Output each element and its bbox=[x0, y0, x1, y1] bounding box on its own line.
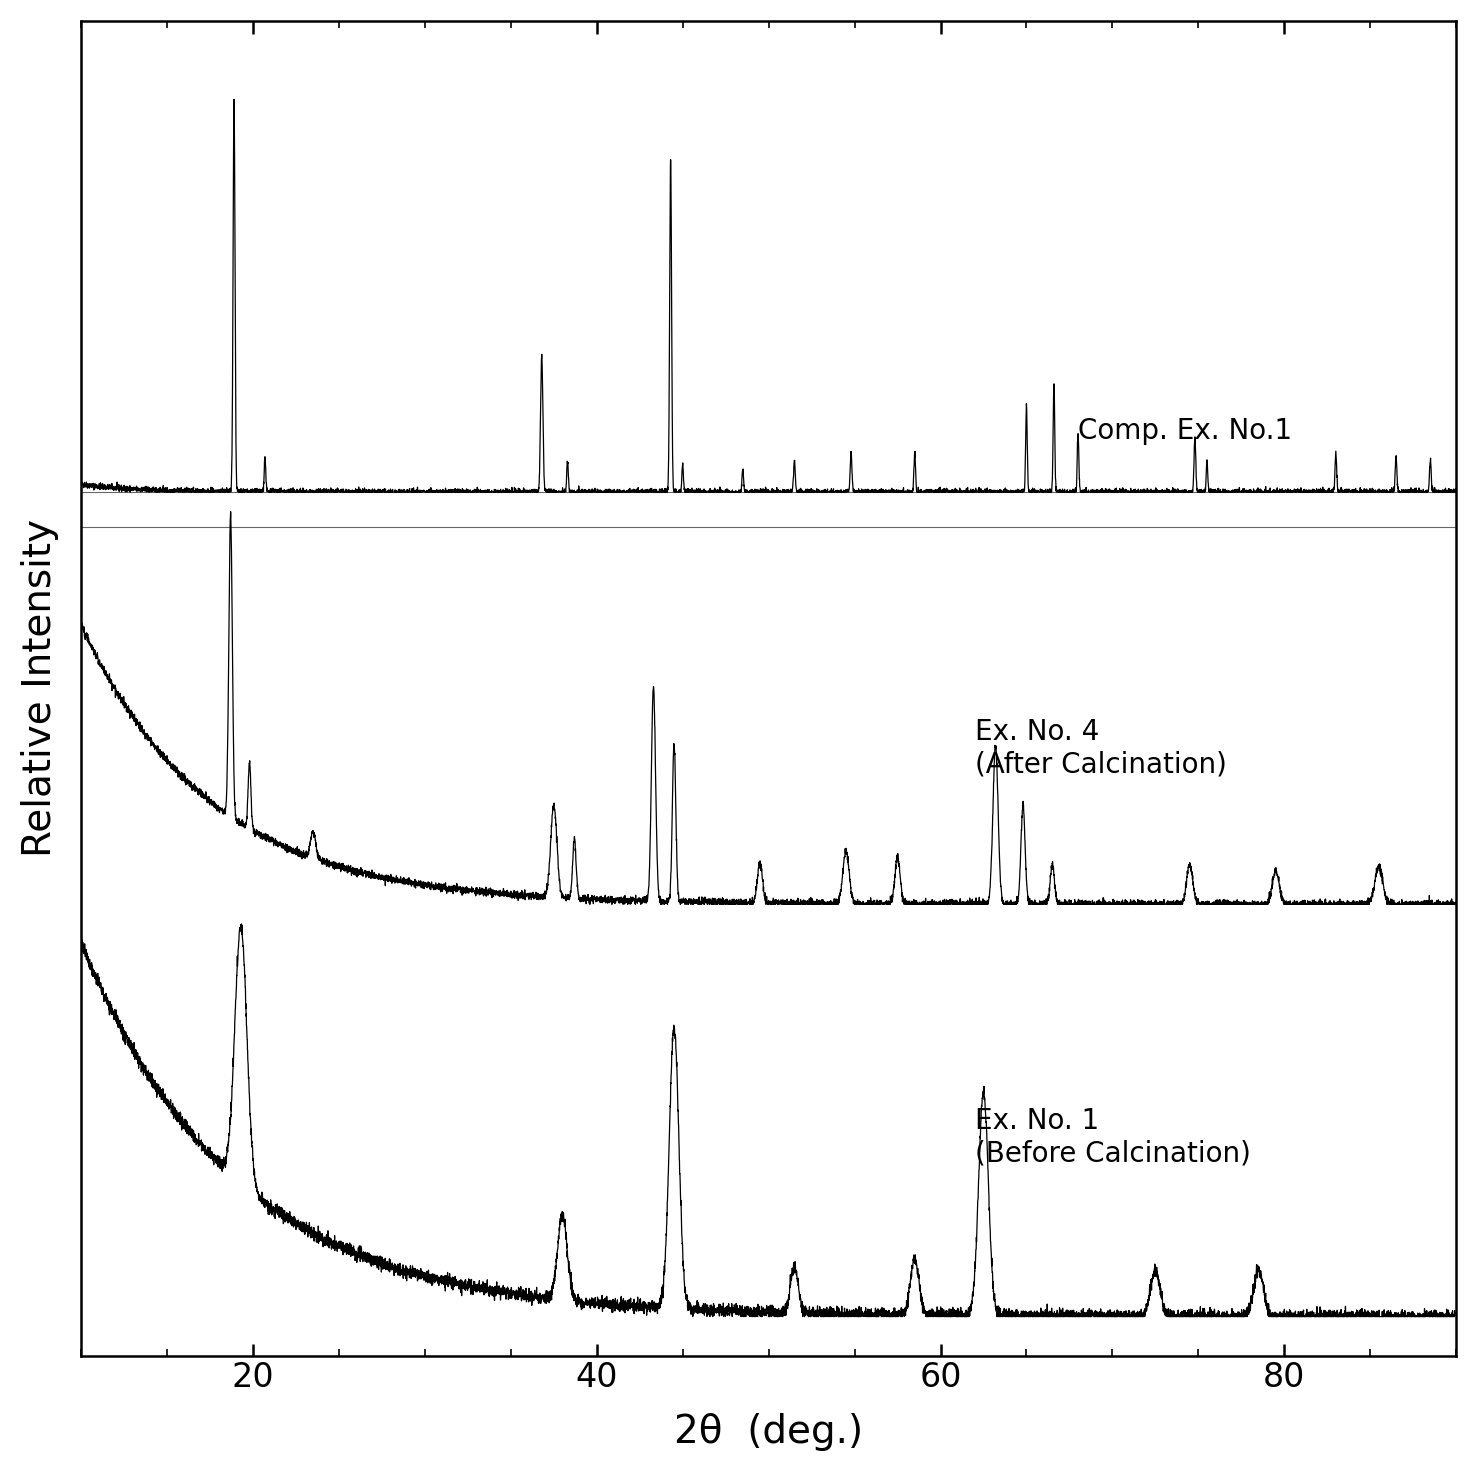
X-axis label: 2θ  (deg.): 2θ (deg.) bbox=[674, 1413, 863, 1451]
Text: Ex. No. 4
(After Calcination): Ex. No. 4 (After Calcination) bbox=[975, 718, 1227, 779]
Text: Ex. No. 1
(Before Calcination): Ex. No. 1 (Before Calcination) bbox=[975, 1107, 1251, 1167]
Y-axis label: Relative Intensity: Relative Intensity bbox=[21, 520, 59, 857]
Text: Comp. Ex. No.1: Comp. Ex. No.1 bbox=[1078, 417, 1292, 445]
